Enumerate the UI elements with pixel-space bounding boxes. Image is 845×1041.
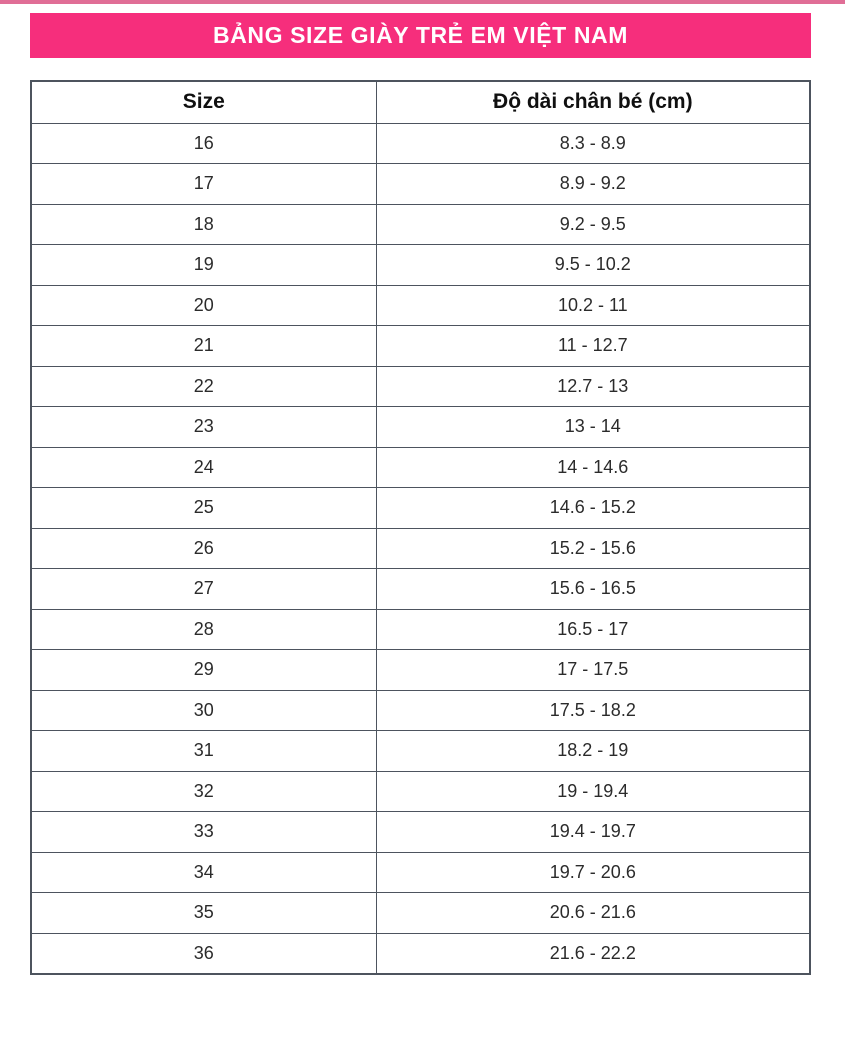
size-cell: 22: [30, 365, 377, 407]
size-cell: 25: [30, 487, 377, 529]
table-row: 32 19 - 19.4: [30, 770, 811, 812]
foot-length-cell: 8.9 - 9.2: [375, 163, 811, 205]
table-row: 22 12.7 - 13: [30, 365, 811, 407]
foot-length-cell: 14.6 - 15.2: [375, 487, 811, 529]
foot-length-cell: 9.5 - 10.2: [375, 244, 811, 286]
foot-length-cell: 12.7 - 13: [375, 365, 811, 407]
table-row: 27 15.6 - 16.5: [30, 568, 811, 610]
size-chart-table: Size Độ dài chân bé (cm) 16 8.3 - 8.9 17…: [30, 80, 811, 975]
table-row: 24 14 - 14.6: [30, 446, 811, 488]
foot-length-cell: 11 - 12.7: [375, 325, 811, 367]
table-header-row: Size Độ dài chân bé (cm): [30, 80, 811, 124]
size-cell: 36: [30, 932, 377, 974]
size-cell: 31: [30, 730, 377, 772]
size-cell: 26: [30, 527, 377, 569]
size-cell: 16: [30, 122, 377, 164]
size-cell: 32: [30, 770, 377, 812]
table-row: 25 14.6 - 15.2: [30, 487, 811, 529]
foot-length-cell: 15.6 - 16.5: [375, 568, 811, 610]
foot-length-cell: 18.2 - 19: [375, 730, 811, 772]
table-row: 26 15.2 - 15.6: [30, 527, 811, 569]
size-cell: 27: [30, 568, 377, 610]
table-row: 28 16.5 - 17: [30, 608, 811, 650]
table-row: 23 13 - 14: [30, 406, 811, 448]
table-row: 17 8.9 - 9.2: [30, 163, 811, 205]
foot-length-cell: 19 - 19.4: [375, 770, 811, 812]
size-cell: 28: [30, 608, 377, 650]
table-row: 16 8.3 - 8.9: [30, 122, 811, 164]
table-row: 18 9.2 - 9.5: [30, 203, 811, 245]
foot-length-cell: 14 - 14.6: [375, 446, 811, 488]
foot-length-cell: 19.4 - 19.7: [375, 811, 811, 853]
column-header-foot-length: Độ dài chân bé (cm): [375, 80, 811, 124]
table-row: 36 21.6 - 22.2: [30, 932, 811, 974]
size-cell: 19: [30, 244, 377, 286]
column-header-size: Size: [30, 80, 377, 124]
size-cell: 17: [30, 163, 377, 205]
foot-length-cell: 8.3 - 8.9: [375, 122, 811, 164]
size-cell: 20: [30, 284, 377, 326]
table-row: 33 19.4 - 19.7: [30, 811, 811, 853]
table-row: 29 17 - 17.5: [30, 649, 811, 691]
size-cell: 30: [30, 689, 377, 731]
table-row: 19 9.5 - 10.2: [30, 244, 811, 286]
table-row: 30 17.5 - 18.2: [30, 689, 811, 731]
foot-length-cell: 15.2 - 15.6: [375, 527, 811, 569]
foot-length-cell: 20.6 - 21.6: [375, 892, 811, 934]
title-banner: BẢNG SIZE GIÀY TRẺ EM VIỆT NAM: [30, 13, 811, 58]
top-accent-line: [0, 0, 845, 4]
table-row: 31 18.2 - 19: [30, 730, 811, 772]
table-row: 34 19.7 - 20.6: [30, 851, 811, 893]
size-cell: 21: [30, 325, 377, 367]
foot-length-cell: 13 - 14: [375, 406, 811, 448]
size-cell: 33: [30, 811, 377, 853]
size-cell: 29: [30, 649, 377, 691]
size-cell: 34: [30, 851, 377, 893]
foot-length-cell: 19.7 - 20.6: [375, 851, 811, 893]
size-cell: 23: [30, 406, 377, 448]
table-row: 21 11 - 12.7: [30, 325, 811, 367]
size-cell: 24: [30, 446, 377, 488]
foot-length-cell: 17 - 17.5: [375, 649, 811, 691]
foot-length-cell: 10.2 - 11: [375, 284, 811, 326]
size-cell: 18: [30, 203, 377, 245]
table-row: 20 10.2 - 11: [30, 284, 811, 326]
page-title: BẢNG SIZE GIÀY TRẺ EM VIỆT NAM: [213, 22, 628, 48]
foot-length-cell: 17.5 - 18.2: [375, 689, 811, 731]
foot-length-cell: 16.5 - 17: [375, 608, 811, 650]
table-row: 35 20.6 - 21.6: [30, 892, 811, 934]
size-cell: 35: [30, 892, 377, 934]
foot-length-cell: 9.2 - 9.5: [375, 203, 811, 245]
foot-length-cell: 21.6 - 22.2: [375, 932, 811, 974]
